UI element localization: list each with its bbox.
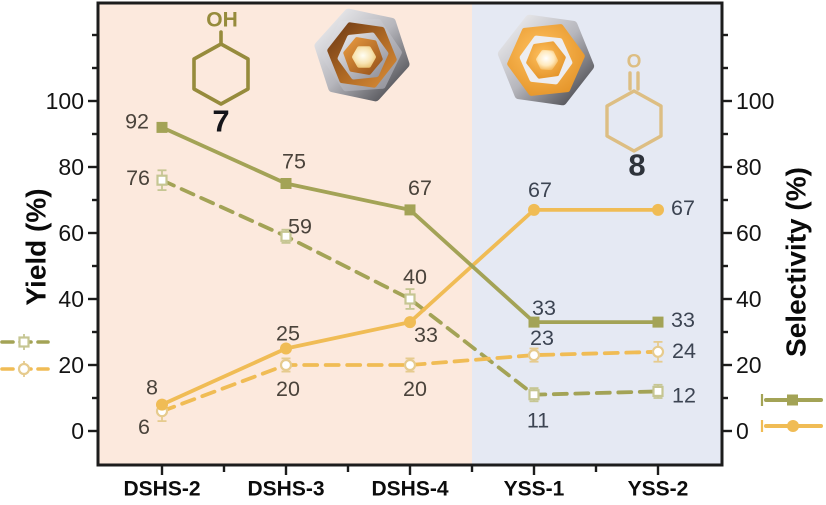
series-yield-7 bbox=[156, 169, 664, 403]
data-point-marker bbox=[528, 316, 540, 328]
data-point-marker bbox=[404, 316, 416, 329]
data-point-label: 40 bbox=[403, 265, 427, 289]
right-tick-label: 20 bbox=[736, 352, 762, 378]
molecule-7-number: 7 bbox=[212, 104, 229, 139]
category-label-dshs-3: DSHS-3 bbox=[247, 478, 324, 501]
data-point-marker bbox=[404, 293, 416, 305]
axis-ticks bbox=[88, 33, 732, 475]
data-point-marker bbox=[652, 385, 664, 397]
molecule-cyclohexanone: O 8 bbox=[605, 52, 663, 183]
data-point-marker bbox=[280, 178, 292, 189]
data-point-marker bbox=[403, 358, 417, 372]
nanoparticle-schematics bbox=[314, 8, 595, 106]
right-tick-label: 0 bbox=[736, 418, 749, 444]
data-point-label: 20 bbox=[276, 377, 300, 401]
data-point-label: 6 bbox=[138, 415, 150, 439]
right-tick-label: 60 bbox=[736, 220, 762, 246]
data-point-marker bbox=[404, 204, 416, 216]
data-point-marker bbox=[280, 230, 292, 242]
data-point-marker bbox=[279, 358, 293, 372]
left-tick-label: 20 bbox=[58, 352, 84, 378]
left-tick-label: 100 bbox=[46, 88, 84, 114]
data-point-marker bbox=[528, 203, 540, 216]
cyclohexanol-ring bbox=[192, 42, 250, 106]
data-point-label: 67 bbox=[671, 196, 695, 220]
series-selectivity-8 bbox=[156, 203, 664, 411]
legend-selectivity-8 bbox=[760, 420, 823, 432]
data-point-label: 20 bbox=[403, 377, 427, 401]
data-point-marker bbox=[652, 203, 664, 216]
data-point-label: 67 bbox=[528, 178, 552, 202]
data-point-marker bbox=[527, 349, 541, 362]
data-point-label: 33 bbox=[414, 323, 438, 347]
left-tick-label: 40 bbox=[58, 286, 84, 312]
molecule-cyclohexanol: OH 7 bbox=[192, 9, 250, 139]
data-point-label: 75 bbox=[282, 150, 306, 174]
series-yield-7-line bbox=[160, 178, 660, 397]
molecule-8-number: 8 bbox=[628, 148, 645, 183]
data-point-label: 11 bbox=[527, 409, 549, 433]
data-point-label: 33 bbox=[671, 308, 695, 332]
category-label-dshs-2: DSHS-2 bbox=[123, 478, 200, 501]
category-label-yss-2: YSS-2 bbox=[628, 478, 689, 501]
data-point-label: 25 bbox=[276, 322, 300, 346]
data-point-label: 33 bbox=[532, 296, 556, 320]
yolk-shell-sphere-icon bbox=[497, 14, 595, 106]
data-point-marker bbox=[651, 345, 665, 358]
left-tick-label: 60 bbox=[58, 220, 84, 246]
data-point-label: 23 bbox=[530, 326, 554, 350]
data-point-marker bbox=[528, 389, 540, 401]
data-point-label: 67 bbox=[408, 176, 432, 200]
left-axis-title: Yield (%) bbox=[21, 188, 52, 305]
legend-yield-7 bbox=[0, 334, 50, 350]
data-point-marker bbox=[156, 174, 168, 186]
data-point-label: 59 bbox=[288, 214, 312, 238]
legend-yield-8 bbox=[0, 361, 50, 377]
left-tick-label: 80 bbox=[58, 154, 84, 180]
oh-label: OH bbox=[206, 9, 238, 32]
right-tick-label: 80 bbox=[736, 154, 762, 180]
legend-selectivity-7 bbox=[760, 394, 823, 406]
data-point-marker bbox=[280, 342, 292, 355]
data-point-marker bbox=[652, 316, 664, 328]
left-tick-label: 0 bbox=[71, 418, 84, 444]
category-label-dshs-4: DSHS-4 bbox=[371, 478, 448, 501]
data-point-label: 76 bbox=[126, 166, 150, 190]
data-point-marker bbox=[156, 121, 168, 133]
o-label: O bbox=[627, 52, 642, 73]
cyclohexanone-ring bbox=[605, 89, 663, 153]
data-point-label: 24 bbox=[672, 339, 696, 363]
right-axis-title: Selectivity (%) bbox=[781, 167, 812, 357]
data-point-label: 8 bbox=[146, 376, 158, 400]
data-point-label: 92 bbox=[125, 109, 149, 133]
data-point-marker bbox=[156, 398, 168, 411]
data-point-label: 12 bbox=[672, 383, 696, 407]
right-tick-label: 40 bbox=[736, 286, 762, 312]
double-shell-hollow-sphere-icon bbox=[314, 8, 410, 102]
series-selectivity-7 bbox=[156, 121, 664, 328]
category-label-yss-1: YSS-1 bbox=[504, 478, 565, 501]
right-tick-label: 100 bbox=[736, 88, 774, 114]
